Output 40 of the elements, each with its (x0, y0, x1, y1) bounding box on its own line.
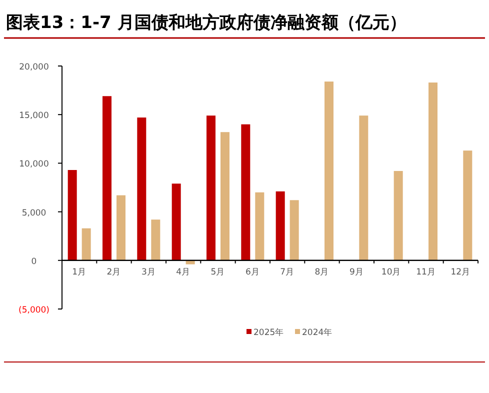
bar (206, 116, 216, 260)
legend-label: 2024年 (302, 327, 333, 338)
x-tick-label: 6月 (245, 267, 260, 278)
x-tick-label: 12月 (450, 267, 471, 278)
bar (394, 170, 403, 260)
y-tick-label: (5,000) (18, 306, 50, 316)
bar (102, 96, 112, 260)
x-tick-label: 10月 (381, 267, 402, 278)
y-tick-label: 5,000 (22, 208, 46, 218)
bar (359, 116, 368, 260)
y-tick-label: 10,000 (19, 160, 49, 170)
bar (290, 200, 299, 260)
bar (255, 192, 264, 260)
x-tick-label: 7月 (280, 267, 295, 278)
bar (463, 150, 472, 260)
x-tick-label: 9月 (349, 267, 364, 278)
bar (276, 191, 285, 260)
bar (186, 260, 195, 264)
x-tick-label: 8月 (314, 267, 330, 278)
bar (428, 82, 438, 260)
bar (116, 195, 126, 260)
y-tick-label: 0 (31, 256, 37, 267)
bar (151, 220, 160, 260)
bar (241, 124, 250, 260)
x-tick-label: 5月 (210, 267, 226, 278)
bar (82, 228, 91, 260)
bar (172, 184, 181, 260)
x-tick-label: 4月 (176, 267, 191, 278)
bar (137, 118, 146, 260)
bar (220, 132, 230, 260)
y-tick-label: 15,000 (19, 111, 49, 122)
x-tick-label: 1月 (72, 267, 87, 278)
bar (68, 170, 77, 260)
x-tick-label: 2月 (106, 267, 122, 278)
y-tick-label: 20,000 (19, 62, 49, 72)
x-tick-label: 3月 (141, 267, 156, 278)
chart-title: 图表13：1-7 月国债和地方政府债净融资额（亿元） (6, 13, 406, 33)
bar (324, 82, 334, 260)
legend-label: 2025年 (254, 327, 284, 338)
x-tick-label: 11月 (416, 267, 436, 278)
